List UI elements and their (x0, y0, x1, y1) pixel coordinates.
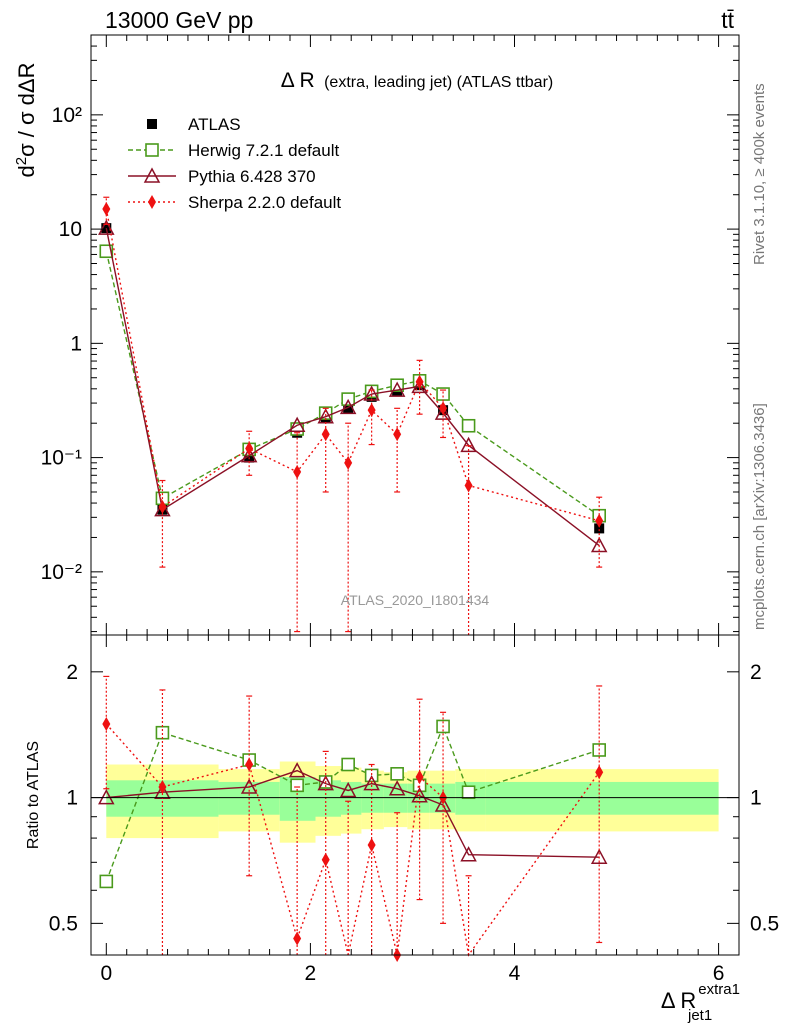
sherpa-point (415, 374, 424, 389)
herwig-ratio-point (461, 785, 476, 800)
pythia-ratio-point (339, 781, 357, 798)
pythia-point (460, 436, 477, 453)
x-tick-label: 6 (713, 962, 725, 985)
x-tick-label: 2 (305, 962, 317, 985)
pythia-point (434, 404, 452, 420)
sherpa-point (245, 441, 254, 456)
legend: ATLAS Herwig 7.2.1 default Pythia 6.428 37… (128, 115, 341, 212)
ratio-tick-label-left: 0.5 (49, 912, 78, 935)
herwig-point (99, 244, 114, 259)
sherpa-point (158, 499, 167, 514)
herwig-ratio-point (99, 874, 114, 889)
data-legend-label: ATLAS (188, 115, 241, 134)
pythia-ratio-line (106, 769, 600, 858)
title-main: Δ R (281, 69, 315, 92)
data-legend-marker (147, 119, 157, 129)
ratio-tick-label-right: 2 (750, 661, 762, 684)
sherpa-point (439, 401, 448, 416)
pythia-line (105, 227, 600, 547)
mcplots-label: mcplots.cern.ch [arXiv:1306.3436] (751, 403, 768, 630)
ratio-tick-label-left: 2 (66, 661, 78, 684)
analysis-watermark: ATLAS_2020_I1801434 (341, 592, 490, 608)
pythia-ratio-point (590, 848, 608, 864)
data-point (594, 523, 605, 534)
y-tick-label: 10² (52, 104, 82, 127)
sherpa-legend-label: Sherpa 2.2.0 default (188, 193, 341, 212)
ratio-plot-frame (90, 634, 740, 956)
sherpa-ratio-point (245, 757, 254, 772)
sherpa-ratio-point (321, 852, 330, 867)
y-axis-label: d2σ / σ dΔR (13, 62, 39, 177)
x-tick-label: 0 (100, 962, 112, 985)
pythia-point (154, 501, 171, 517)
y-tick-label: 1 (70, 332, 82, 355)
pythia-legend-marker (143, 167, 161, 183)
sherpa-point (367, 403, 376, 418)
sherpa-point (102, 201, 111, 216)
sherpa-point (293, 464, 302, 479)
energy-label: 13000 GeV pp (105, 7, 253, 33)
svg-text:d2σ / σ dΔR: d2σ / σ dΔR (13, 62, 39, 177)
pythia-point (339, 398, 357, 415)
pythia-point (288, 416, 306, 432)
x-tick-label: 4 (509, 962, 521, 985)
sherpa-ratio-point (102, 717, 111, 732)
herwig-ratio-line (105, 724, 600, 882)
sherpa-point (595, 513, 604, 528)
pythia-ratio-point (288, 762, 306, 778)
herwig-ratio-point (341, 757, 355, 772)
pythia-legend-label: Pythia 6.428 370 (188, 167, 316, 186)
plot-title: Δ R (extra, leading jet) (ATLAS ttbar) (281, 69, 553, 92)
sherpa-ratio-point (595, 765, 604, 780)
ratio-band-inner (485, 781, 719, 815)
pythia-ratio-point (388, 780, 406, 796)
sherpa-point (393, 427, 402, 442)
sherpa-point (321, 427, 330, 442)
herwig-legend-marker (145, 143, 159, 157)
herwig-ratio-point (155, 725, 170, 740)
ratio-tick-label-right: 1 (750, 787, 762, 810)
pythia-ratio-point (460, 846, 477, 862)
sherpa-ratio-point (367, 838, 376, 853)
sherpa-ratio-point (415, 770, 424, 785)
sherpa-ratio-point (293, 931, 302, 946)
y-tick-label: 10 (59, 218, 82, 241)
pythia-point (98, 219, 115, 235)
rivet-label: Rivet 3.1.10, ≥ 400k events (751, 83, 768, 265)
ratio-tick-label-right: 0.5 (750, 912, 779, 935)
ratio-band-inner (361, 783, 384, 813)
pythia-point (388, 381, 406, 397)
process-label: tt̄ (721, 7, 734, 33)
herwig-point (461, 418, 476, 433)
herwig-ratio-point (390, 767, 404, 781)
pythia-point (590, 536, 608, 553)
pythia-ratio-point (240, 778, 258, 794)
y-tick-label: 10⁻² (41, 561, 82, 584)
ratio-y-axis-label: Ratio to ATLAS (25, 741, 42, 849)
sherpa-point (464, 478, 473, 493)
sherpa-ratio-point (158, 780, 167, 795)
sherpa-legend-marker (148, 195, 156, 209)
herwig-ratio-point (290, 778, 304, 793)
y-tick-label: 10⁻¹ (41, 447, 82, 470)
sherpa-line (105, 208, 600, 522)
data-point (343, 403, 354, 414)
herwig-line (105, 251, 600, 517)
herwig-legend-label: Herwig 7.2.1 default (188, 141, 339, 160)
ratio-tick-label-left: 1 (66, 787, 78, 810)
title-sub: (extra, leading jet) (ATLAS ttbar) (324, 74, 553, 91)
sherpa-point (344, 455, 353, 470)
